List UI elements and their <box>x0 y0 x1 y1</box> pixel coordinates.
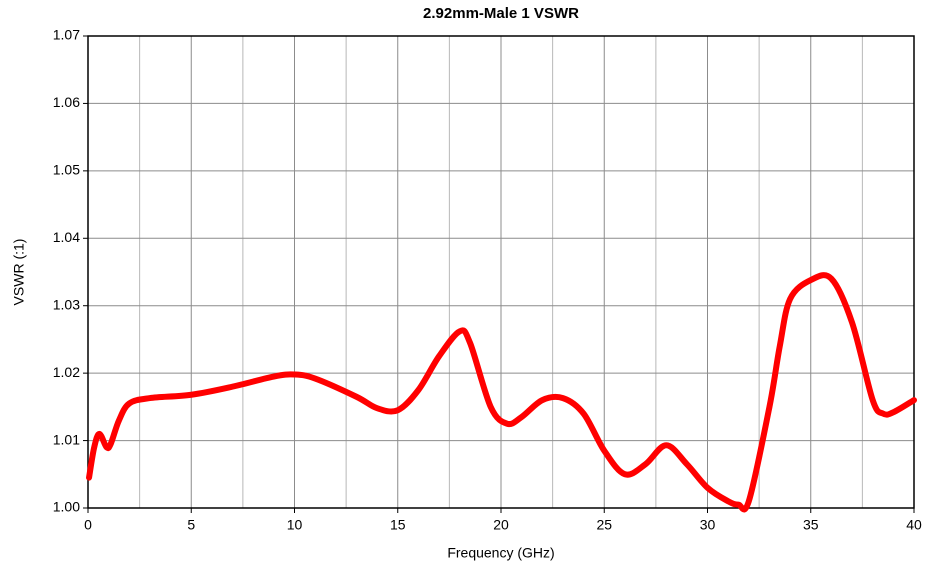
y-tick-label: 1.02 <box>53 364 80 380</box>
x-axis-label: Frequency (GHz) <box>447 545 554 561</box>
plot-frame <box>87 35 915 509</box>
y-tick-label: 1.07 <box>53 27 80 43</box>
data-line <box>86 272 917 513</box>
x-tick-label: 5 <box>187 517 195 533</box>
x-tick-label: 20 <box>493 517 509 533</box>
x-tick-label: 30 <box>700 517 716 533</box>
x-tick-label: 15 <box>390 517 406 533</box>
y-tick-label: 1.06 <box>53 94 80 110</box>
x-tick-label: 0 <box>84 517 92 533</box>
y-tick-label: 1.03 <box>53 296 80 312</box>
x-tick-label: 35 <box>803 517 819 533</box>
x-tick-label: 25 <box>596 517 612 533</box>
y-tick-label: 1.01 <box>53 431 80 447</box>
y-tick-label: 1.00 <box>53 499 80 515</box>
y-tick-label: 1.04 <box>53 229 80 245</box>
y-tick-label: 1.05 <box>53 162 80 178</box>
x-tick-label: 10 <box>287 517 303 533</box>
x-tick-label: 40 <box>906 517 922 533</box>
chart-title: 2.92mm-Male 1 VSWR <box>423 5 579 22</box>
y-axis-label: VSWR (:1) <box>11 239 27 306</box>
